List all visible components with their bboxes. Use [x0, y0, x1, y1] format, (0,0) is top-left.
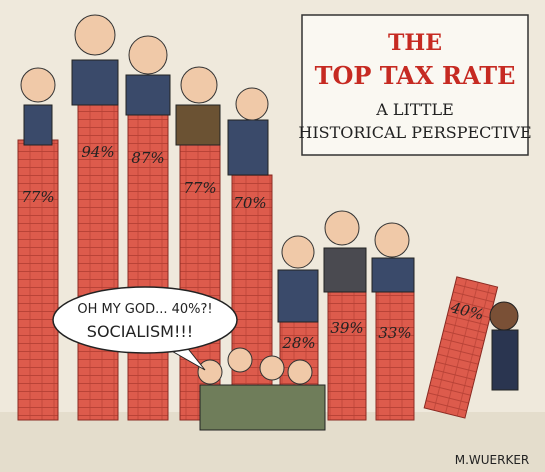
column-label: 87%	[131, 149, 164, 167]
title: THE	[388, 30, 442, 56]
title-frame	[301, 14, 529, 156]
figures	[20, 14, 519, 431]
column-label: 77%	[21, 188, 54, 206]
figure-head	[489, 301, 519, 331]
figure-body	[371, 257, 415, 293]
speech-bubble: OH MY GOD... 40%?! SOCIALISM!!!	[52, 286, 238, 371]
figure-body	[323, 247, 367, 293]
figure-head	[74, 14, 116, 56]
column	[423, 276, 499, 419]
figure-body	[125, 74, 171, 116]
figure-head	[281, 235, 315, 269]
column	[77, 99, 119, 421]
figure-head	[374, 222, 410, 258]
figure-head	[227, 347, 253, 373]
column	[17, 139, 59, 421]
figure-body	[23, 104, 53, 146]
bubble-text: OH MY GOD... 40%?!	[77, 302, 212, 317]
subtitle: HISTORICAL PERSPECTIVE	[298, 123, 531, 142]
bubble-text: SOCIALISM!!!	[87, 322, 193, 341]
figure-body	[227, 119, 269, 176]
figure-head	[197, 359, 223, 385]
figure-head	[287, 359, 313, 385]
column	[327, 289, 367, 421]
signature: M.WUERKER	[455, 453, 530, 467]
crowd-bodies	[199, 384, 326, 431]
figure-body	[491, 329, 519, 391]
figure-head	[235, 87, 269, 121]
bubble	[52, 286, 238, 354]
column-label: 77%	[183, 179, 216, 197]
figure-body	[277, 269, 319, 323]
crowd	[197, 347, 326, 431]
figure-head	[180, 66, 218, 104]
figure-head	[324, 210, 360, 246]
column-label: 39%	[330, 319, 363, 337]
figure-body	[175, 104, 221, 146]
figure-head	[20, 67, 56, 103]
title: TOP TAX RATE	[315, 61, 516, 90]
figure-head	[128, 35, 168, 75]
column-label: 33%	[378, 324, 411, 342]
column-labels: 77% 94% 87% 77% 70% 28% 39% 33% 40%	[21, 143, 485, 352]
column-label: 28%	[281, 334, 315, 352]
figure-body	[71, 59, 119, 106]
title-box: THE TOP TAX RATE A LITTLE HISTORICAL PER…	[298, 14, 532, 156]
column	[375, 289, 415, 421]
column-label: 94%	[81, 143, 114, 161]
column-label: 70%	[233, 194, 266, 212]
subtitle: A LITTLE	[375, 100, 454, 119]
column	[231, 174, 273, 421]
figure-head	[259, 355, 285, 381]
